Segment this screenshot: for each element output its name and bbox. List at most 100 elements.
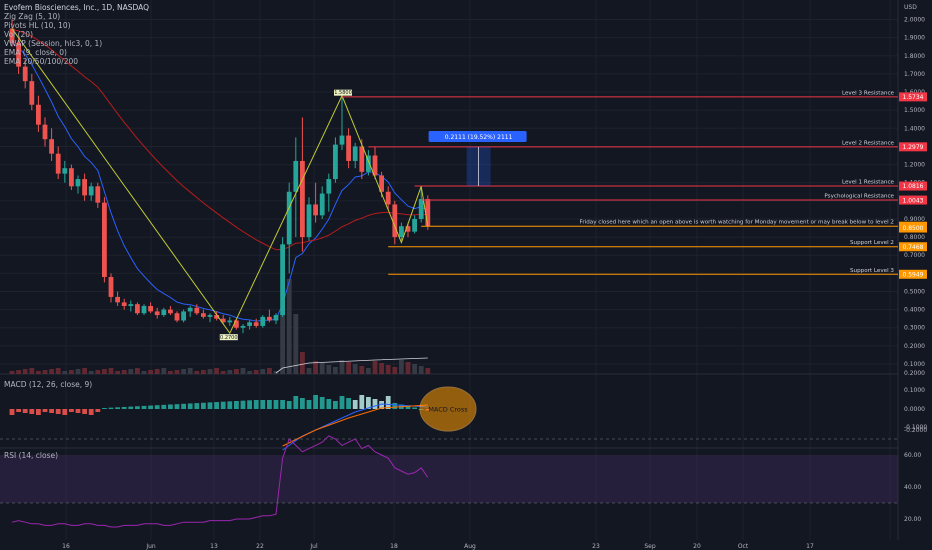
- indicator-ema-ribbon[interactable]: EMA 20/50/100/200: [4, 57, 79, 66]
- volume-bar: [319, 363, 325, 374]
- volume-bar: [108, 368, 114, 374]
- indicator-vwap[interactable]: VWAP (Session, hlc3, 0, 1): [4, 39, 103, 48]
- candle: [9, 19, 15, 47]
- macd-histogram-bar: [247, 400, 252, 409]
- macd-histogram-bar: [16, 409, 21, 412]
- candle: [293, 137, 299, 238]
- volume-bar: [293, 314, 299, 374]
- price-tick: 0.2000: [904, 343, 925, 350]
- rsi-line: [11, 435, 429, 528]
- candle-body: [115, 296, 120, 303]
- candle: [306, 197, 312, 241]
- volume-bar: [16, 370, 21, 374]
- candle: [29, 73, 35, 111]
- volume-bar: [141, 371, 147, 374]
- macd-histogram-bar: [359, 395, 365, 409]
- price-tag-box: [899, 223, 927, 233]
- candle: [313, 182, 318, 223]
- rsi-label[interactable]: RSI (14, close): [4, 451, 59, 460]
- candle-body: [319, 193, 325, 216]
- time-tick: 20: [693, 543, 701, 550]
- macd-histogram-bar: [49, 409, 54, 413]
- volume-bar: [75, 369, 81, 374]
- price-axis[interactable]: USD2.00001.90001.80001.70001.60001.50001…: [899, 4, 927, 523]
- time-tick: 16: [62, 543, 70, 550]
- indicator-legend: Evofem Biosciences, Inc., 1D, NASDAQ Zig…: [4, 3, 149, 66]
- candle-body: [194, 307, 200, 314]
- candle-body: [9, 28, 15, 44]
- macd-histogram-bar: [366, 397, 371, 409]
- indicator-volume[interactable]: Vol (20): [4, 30, 34, 39]
- macd-histogram-bar: [379, 401, 384, 409]
- macd-histogram-bar: [161, 404, 167, 409]
- candle: [135, 302, 140, 316]
- macd-histogram-bar: [95, 409, 101, 412]
- candlestick-series: [9, 19, 431, 334]
- volume-bar: [227, 370, 233, 374]
- volume-bar: [385, 365, 391, 374]
- price-tag-box: [899, 269, 927, 279]
- candle-body: [36, 104, 41, 125]
- indicator-zigzag[interactable]: Zig Zag (5, 10): [4, 12, 61, 21]
- macd-histogram-bar: [108, 407, 114, 409]
- indicator-ema-9[interactable]: EMA (9, close, 0): [4, 48, 67, 57]
- macd-histogram-bar: [267, 400, 272, 409]
- macd-histogram-bar: [88, 409, 94, 415]
- volume-bar: [161, 368, 167, 374]
- indicator-pivots[interactable]: Pivots HL (10, 10): [4, 21, 71, 30]
- candle: [128, 300, 134, 312]
- price-tick: 0.1000: [904, 361, 925, 368]
- symbol-title[interactable]: Evofem Biosciences, Inc., 1D, NASDAQ: [4, 3, 150, 12]
- candle: [220, 315, 226, 325]
- price-tag: 1.5734: [903, 94, 924, 101]
- volume-bar: [148, 370, 153, 374]
- candle: [82, 173, 87, 201]
- volume-bar: [62, 371, 68, 374]
- macd-histogram-bar: [333, 401, 338, 409]
- candle-body: [128, 304, 134, 306]
- candle: [366, 150, 371, 176]
- candle-body: [392, 204, 398, 238]
- support-resistance-levels[interactable]: Level 3 Resistance Level 2 Resistance Leve…: [342, 90, 898, 275]
- volume-bar: [187, 368, 193, 374]
- time-axis[interactable]: 16 Jun 13 22 Jul 18 Aug 23 Sep 20 Oct 17: [62, 543, 814, 550]
- signal-line: [282, 404, 428, 447]
- macd-label[interactable]: MACD (12, 26, close, 9): [4, 380, 93, 389]
- candle-body: [326, 179, 332, 194]
- candle-body: [234, 320, 239, 328]
- candle-body: [121, 302, 127, 306]
- candle-body: [300, 160, 305, 238]
- candle-body: [273, 315, 279, 321]
- candle-body: [168, 309, 173, 314]
- candle-body: [227, 320, 233, 323]
- candle: [36, 95, 41, 132]
- macd-histogram-bar: [194, 403, 200, 409]
- candle-body: [240, 325, 246, 328]
- time-tick: Jun: [145, 543, 156, 550]
- price-range-measure[interactable]: 0.2111 (19.52%) 2111: [428, 131, 527, 187]
- candle: [187, 305, 193, 317]
- candle-body: [148, 305, 153, 312]
- volume-bar: [121, 370, 127, 374]
- macd-histogram-bar: [214, 402, 219, 409]
- volume-bar: [69, 370, 74, 374]
- candle-body: [49, 139, 54, 154]
- macd-histogram-bar: [300, 398, 305, 409]
- volume-bar: [306, 368, 312, 374]
- volume-bar: [29, 368, 35, 374]
- volume-bar: [260, 369, 266, 374]
- candle: [234, 318, 239, 330]
- time-tick: Oct: [738, 543, 749, 550]
- candle-body: [352, 146, 358, 161]
- candle: [121, 298, 127, 310]
- candle-body: [247, 322, 252, 326]
- candle-body: [55, 153, 61, 174]
- rsi-tick: 20.00: [904, 516, 921, 523]
- volume-bar: [418, 366, 424, 374]
- macd-histogram-bar: [240, 400, 246, 409]
- macd-histogram-bar: [201, 402, 206, 409]
- candle-body: [207, 315, 213, 317]
- macd-histogram-bar: [36, 409, 41, 415]
- macd-histogram-bar: [293, 396, 299, 409]
